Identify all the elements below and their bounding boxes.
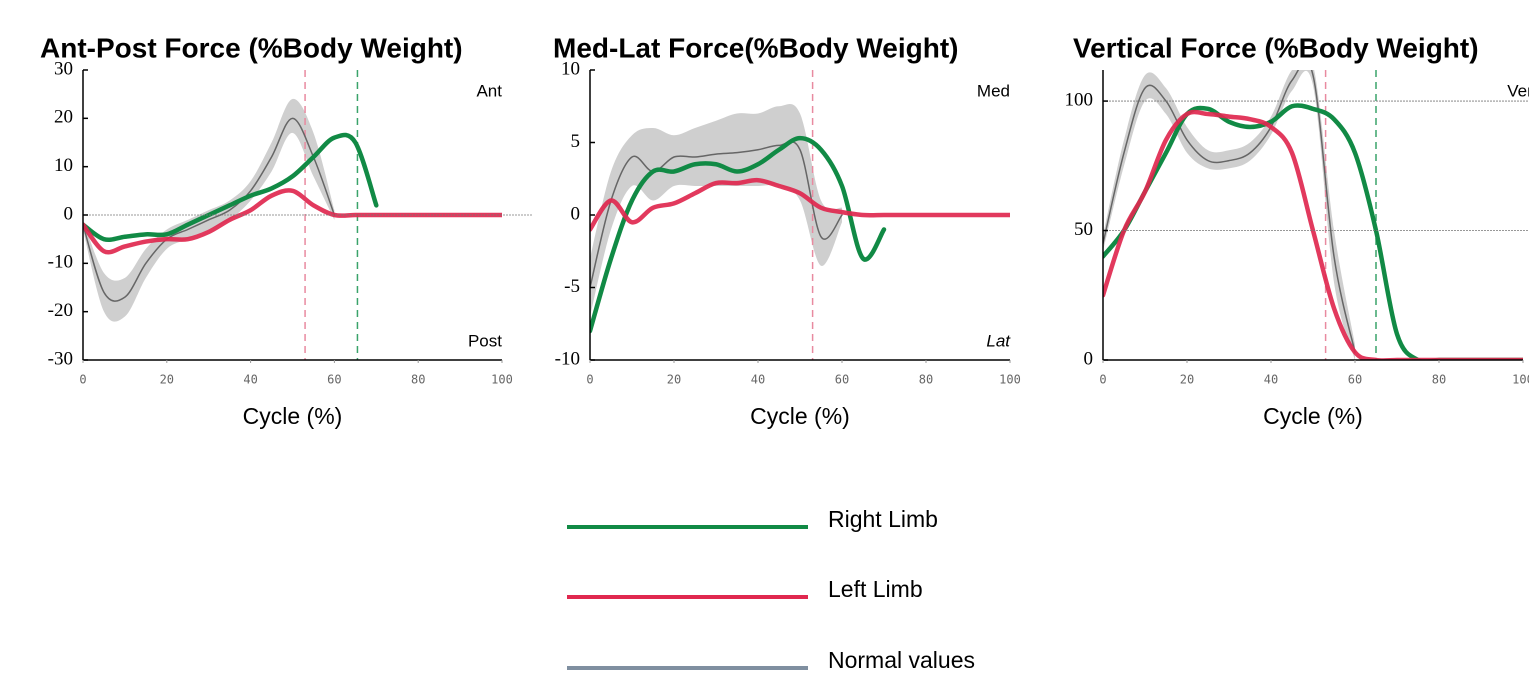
plot-area [1103, 70, 1523, 360]
x-tick-label: 0 [79, 373, 86, 387]
series-line [1103, 70, 1356, 353]
chart-title: Med-Lat Force(%Body Weight) [553, 32, 958, 63]
annotation: Lat [986, 331, 1011, 350]
y-tick-label: 20 [54, 107, 73, 128]
y-tick-label: -10 [555, 348, 580, 369]
x-tick-label: 80 [411, 373, 425, 387]
y-tick-label: -20 [48, 300, 73, 321]
y-tick-label: -10 [48, 252, 73, 273]
y-tick-label: 10 [561, 58, 580, 79]
x-tick-label: 100 [999, 373, 1021, 387]
series-line [83, 132, 379, 243]
plot-area [83, 70, 502, 360]
x-tick-label: 60 [1348, 373, 1362, 387]
x-tick-label: 0 [1099, 373, 1106, 387]
y-tick-label: 0 [571, 203, 581, 224]
x-tick-label: 80 [1432, 373, 1446, 387]
y-tick-label: 0 [64, 203, 74, 224]
x-tick-label: 20 [667, 373, 681, 387]
x-tick-label: 0 [586, 373, 593, 387]
legend-label: Right Limb [828, 506, 938, 532]
x-tick-label: 20 [160, 373, 174, 387]
x-tick-label: 60 [835, 373, 849, 387]
annotation: Vertical [1507, 81, 1529, 100]
y-tick-label: 0 [1084, 348, 1094, 369]
legend-label: Normal values [828, 647, 975, 673]
chart-title: Ant-Post Force (%Body Weight) [40, 32, 463, 63]
annotation: Med [977, 81, 1010, 100]
series-line [590, 140, 843, 289]
plot-area [590, 70, 1010, 360]
series-line [1103, 103, 1523, 360]
y-tick-label: 100 [1065, 89, 1094, 110]
series-line [83, 188, 502, 255]
series-line [1103, 109, 1523, 360]
chart-title: Vertical Force (%Body Weight) [1073, 32, 1479, 63]
x-tick-label: 40 [751, 373, 765, 387]
x-tick-label: 100 [491, 373, 513, 387]
x-axis-label: Cycle (%) [750, 403, 850, 429]
series-line [590, 135, 887, 334]
x-tick-label: 20 [1180, 373, 1194, 387]
annotation: Post [468, 331, 502, 350]
y-tick-label: -30 [48, 348, 73, 369]
x-axis-label: Cycle (%) [243, 403, 343, 429]
x-tick-label: 40 [243, 373, 257, 387]
normal-band [83, 98, 335, 322]
series-line [590, 177, 1010, 232]
y-tick-label: 50 [1074, 219, 1093, 240]
annotation: Ant [476, 81, 502, 100]
y-tick-label: -5 [564, 276, 580, 297]
y-tick-label: 30 [54, 58, 73, 79]
x-tick-label: 60 [327, 373, 341, 387]
series-line [83, 117, 336, 302]
legend-label: Left Limb [828, 576, 923, 602]
x-tick-label: 40 [1264, 373, 1278, 387]
y-tick-label: 5 [571, 131, 581, 152]
x-tick-label: 100 [1512, 373, 1529, 387]
x-tick-label: 80 [919, 373, 933, 387]
y-tick-label: 10 [54, 155, 73, 176]
normal-band [590, 103, 842, 317]
x-axis-label: Cycle (%) [1263, 403, 1363, 429]
